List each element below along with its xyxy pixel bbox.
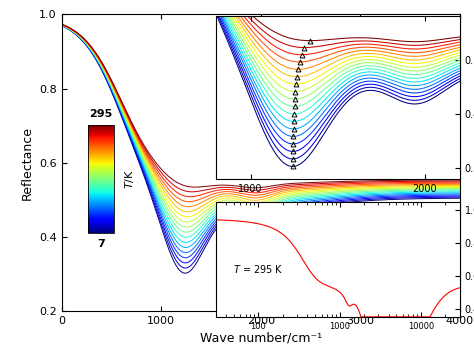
Y-axis label: Reflectance: Reflectance [20, 126, 34, 200]
X-axis label: Wave number/cm⁻¹: Wave number/cm⁻¹ [200, 332, 322, 345]
Text: $T$/K: $T$/K [123, 169, 136, 189]
Text: 7: 7 [97, 239, 105, 249]
Text: 295: 295 [89, 109, 112, 119]
Text: $T$ = 295 K: $T$ = 295 K [233, 263, 283, 275]
